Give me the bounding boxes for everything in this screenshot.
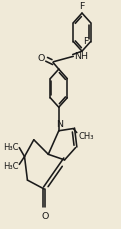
Text: O: O [37, 54, 45, 63]
Text: F: F [83, 37, 89, 46]
Text: F: F [79, 2, 85, 11]
Text: H₃C: H₃C [4, 142, 19, 151]
Text: NH: NH [74, 52, 88, 61]
Text: O: O [41, 211, 49, 220]
Text: H₃C: H₃C [4, 161, 19, 171]
Text: N: N [56, 120, 63, 128]
Text: CH₃: CH₃ [79, 131, 94, 140]
